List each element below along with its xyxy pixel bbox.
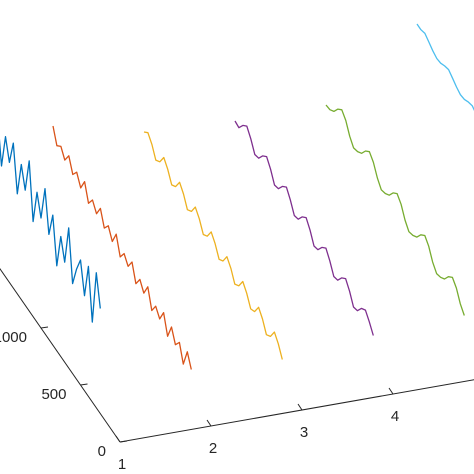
y-axis: [0, 267, 121, 443]
x-tick-label: 4: [391, 408, 399, 425]
y-tick-label: 500: [41, 386, 66, 403]
x-tick: [297, 403, 303, 411]
series-line: [416, 23, 474, 112]
series-line: [143, 131, 283, 360]
x-tick-label: 1: [118, 456, 126, 473]
x-tick-label: 3: [300, 424, 308, 441]
x-tick: [206, 419, 212, 427]
y-tick-label: 0: [98, 443, 106, 460]
series-line: [52, 125, 192, 370]
y-tick: [40, 326, 49, 329]
y-tick-label: 1000: [0, 329, 27, 346]
y-tick: [119, 440, 128, 443]
x-tick: [388, 387, 394, 395]
series-line: [0, 136, 101, 323]
x-axis: [119, 379, 474, 443]
x-tick-label: 2: [209, 440, 217, 457]
x-tick: [115, 435, 121, 443]
y-tick: [80, 383, 88, 386]
series-line: [234, 120, 374, 336]
series-line: [325, 104, 465, 316]
